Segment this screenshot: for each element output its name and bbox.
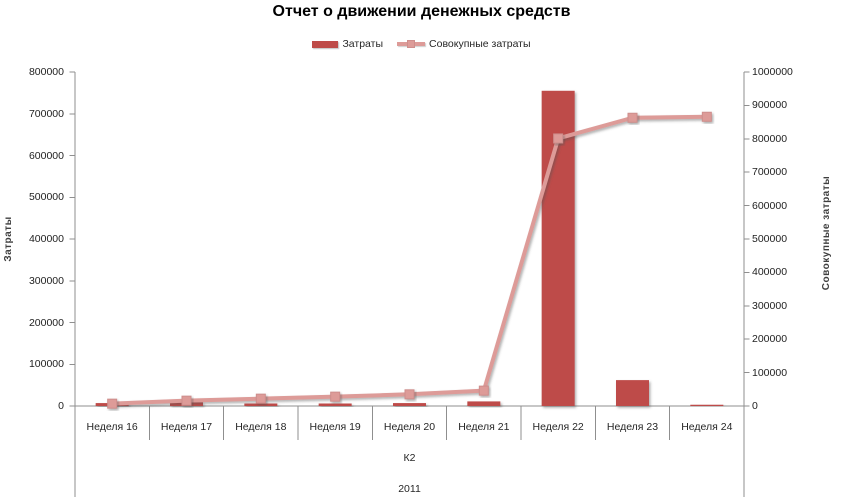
left-axis-tick-label: 200000 bbox=[28, 316, 64, 329]
x-axis-year-label: 2011 bbox=[398, 483, 421, 495]
category-label: Неделя 18 bbox=[235, 421, 287, 433]
left-axis-tick-label: 500000 bbox=[28, 191, 64, 204]
line-series-swatch bbox=[397, 40, 426, 48]
left-axis-tick-label: 100000 bbox=[28, 358, 64, 371]
right-axis-tick-label: 500000 bbox=[752, 233, 788, 245]
category-label: Неделя 20 bbox=[383, 421, 436, 433]
category-label: Неделя 24 bbox=[681, 421, 733, 433]
left-axis-tick-label: 700000 bbox=[28, 107, 64, 120]
line-marker[interactable] bbox=[627, 112, 638, 123]
category-label: Неделя 16 bbox=[86, 421, 138, 433]
right-axis-tick-label: 1000000 bbox=[752, 66, 793, 78]
right-axis-tick-label: 900000 bbox=[752, 99, 788, 112]
line-marker[interactable] bbox=[404, 389, 415, 400]
right-axis-tick-label: 200000 bbox=[752, 333, 788, 346]
line-marker-swatch bbox=[407, 40, 416, 48]
cost-bar[interactable] bbox=[467, 401, 501, 406]
category-label: Неделя 22 bbox=[532, 421, 584, 433]
cumulative-line[interactable] bbox=[110, 114, 709, 406]
category-label: Неделя 19 bbox=[309, 421, 361, 433]
right-axis-tick-label: 400000 bbox=[752, 266, 788, 279]
line-marker[interactable] bbox=[330, 391, 341, 402]
legend-label-cumulative: Совокупные затраты bbox=[429, 38, 531, 50]
line-marker[interactable] bbox=[181, 395, 192, 406]
legend: Затраты Совокупные затраты bbox=[0, 36, 843, 52]
left-axis-tick-label: 300000 bbox=[28, 274, 64, 287]
line-marker[interactable] bbox=[553, 133, 564, 144]
cost-bar[interactable] bbox=[690, 404, 724, 406]
line-marker[interactable] bbox=[701, 111, 712, 122]
left-axis-tick-label: 800000 bbox=[28, 66, 64, 78]
left-axis-tick-label: 0 bbox=[58, 400, 64, 412]
right-axis-tick-label: 100000 bbox=[752, 366, 788, 379]
right-axis-tick-label: 300000 bbox=[752, 299, 788, 312]
x-axis-group-label: К2 bbox=[403, 452, 416, 464]
category-label: Неделя 23 bbox=[606, 421, 659, 433]
category-label: Неделя 17 bbox=[160, 421, 213, 433]
bar-series-swatch bbox=[312, 40, 339, 48]
line-marker[interactable] bbox=[478, 385, 489, 396]
cost-bar[interactable] bbox=[244, 403, 278, 406]
legend-item-costs[interactable]: Затраты bbox=[312, 38, 383, 50]
cost-bar[interactable] bbox=[616, 380, 649, 406]
category-label: Неделя 21 bbox=[458, 421, 510, 433]
left-axis-tick-label: 600000 bbox=[28, 149, 64, 162]
legend-label-costs: Затраты bbox=[342, 38, 384, 50]
line-marker[interactable] bbox=[255, 393, 266, 404]
right-axis-tick-label: 700000 bbox=[752, 166, 788, 179]
chart-title: Отчет о движении денежных средств bbox=[272, 3, 571, 20]
line-marker[interactable] bbox=[107, 398, 118, 409]
cost-bar[interactable] bbox=[393, 403, 426, 406]
right-axis-tick-label: 800000 bbox=[752, 132, 788, 145]
legend-item-cumulative[interactable]: Совокупные затраты bbox=[397, 38, 531, 50]
cost-bar[interactable] bbox=[318, 403, 352, 406]
right-axis-tick-label: 0 bbox=[752, 400, 758, 412]
right-axis-tick-label: 600000 bbox=[752, 199, 788, 212]
left-axis-tick-label: 400000 bbox=[28, 233, 64, 245]
